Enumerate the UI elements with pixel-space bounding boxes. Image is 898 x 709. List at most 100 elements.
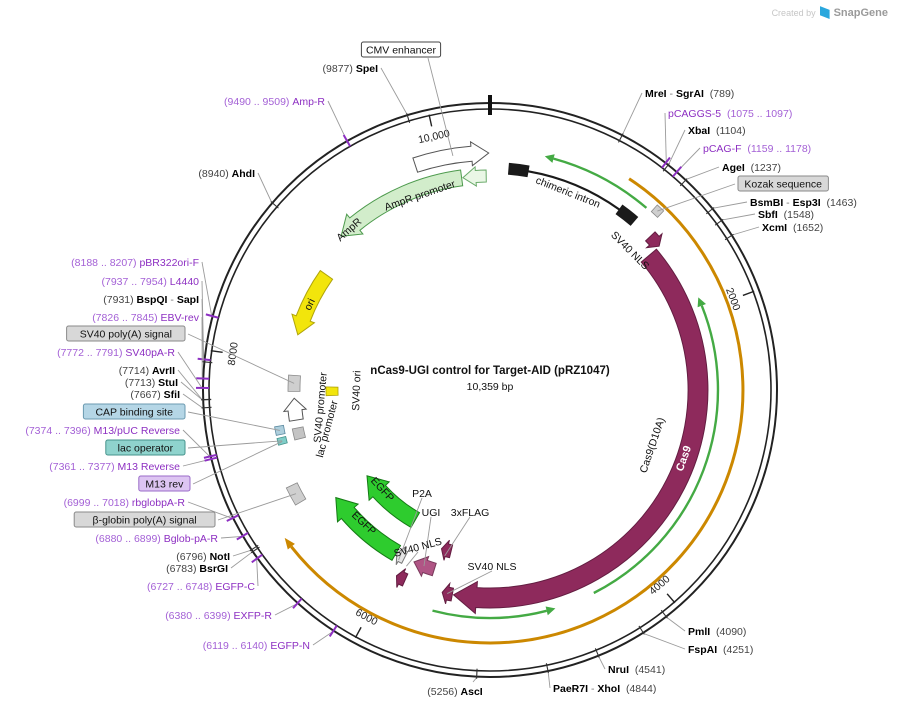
leader-bsrgi — [230, 551, 253, 569]
orf-frame-3[interactable] — [432, 609, 547, 620]
callout-bglob-pa-r[interactable]: (6880 .. 6899) Bglob-pA-R — [95, 533, 218, 545]
ori-arrow[interactable] — [291, 269, 334, 336]
callout-m13-rev[interactable]: M13 rev — [145, 479, 184, 491]
chimeric-intron-3box[interactable] — [615, 204, 639, 226]
callout-cap-binding-site[interactable]: CAP binding site — [95, 407, 173, 419]
leader-xbai — [668, 129, 686, 165]
callout-ebv-rev[interactable]: (7826 .. 7845) EBV-rev — [92, 312, 200, 324]
egfp-outer[interactable] — [335, 496, 402, 561]
callout-rbglobpa-r[interactable]: (6999 .. 7018) rbglobpA-R — [64, 497, 186, 509]
callout-pmli[interactable]: PmlI (4090) — [688, 626, 746, 638]
label-box-kozak-sequence[interactable] — [737, 175, 829, 192]
callout-sv40pa-r[interactable]: (7772 .. 7791) SV40pA-R — [57, 347, 175, 359]
label-box-lac-operator[interactable] — [105, 439, 186, 456]
leader-bglobin-polya-label — [217, 493, 297, 521]
leader-m13-puc-reverse — [182, 429, 211, 457]
callout-agei[interactable]: AgeI (1237) — [722, 162, 781, 174]
leader-m13-rev — [192, 441, 283, 485]
callout-nrui[interactable]: NruI (4541) — [608, 664, 665, 676]
orf-frame-2[interactable] — [593, 305, 720, 595]
sv40-polya-box[interactable] — [287, 374, 301, 392]
feature-label-sv40-ori-8[interactable]: SV40 ori — [350, 370, 363, 411]
cmv-enhancer-arrow[interactable] — [412, 140, 490, 173]
callout-noti[interactable]: (6796) NotI — [176, 551, 230, 563]
callout-asci[interactable]: (5256) AscI — [427, 686, 483, 698]
callout-pcag-f[interactable]: pCAG-F (1159 .. 1178) — [703, 143, 811, 155]
label-box-bglobin-polya-label[interactable] — [73, 511, 216, 528]
p2a[interactable] — [395, 546, 409, 566]
callout-avrii[interactable]: (7714) AvrII — [119, 365, 175, 377]
leader-nrui — [598, 656, 606, 670]
enzyme-site-bsmbi-esp3i — [705, 207, 715, 215]
primer-site-l4440 — [197, 357, 211, 362]
label-box-m13-rev[interactable] — [138, 475, 191, 492]
callout-fspai[interactable]: FspAI (4251) — [688, 644, 753, 656]
orf-frame-1[interactable] — [553, 157, 648, 209]
leader-sv40pa-r — [177, 351, 203, 389]
label-box-sv40-polya-label[interactable] — [66, 325, 186, 342]
chimeric-intron-line[interactable] — [528, 170, 620, 211]
callout-ahdi[interactable]: (8940) AhdI — [198, 168, 255, 180]
flag-3x[interactable] — [440, 539, 454, 561]
nls-b-label[interactable]: SV40 NLS — [467, 561, 516, 573]
enzyme-site-nrui — [594, 648, 600, 658]
nls-a-label[interactable]: SV40 NLS — [393, 536, 443, 560]
p2a-label[interactable]: P2A — [412, 488, 432, 500]
ampr[interactable] — [340, 169, 464, 237]
callout-bsmbi-esp3i[interactable]: BsmBI - Esp3I (1463) — [750, 197, 857, 209]
callout-xcmi[interactable]: XcmI (1652) — [762, 222, 823, 234]
callout-lac-operator[interactable]: lac operator — [118, 443, 174, 455]
ugi-label[interactable]: UGI — [422, 507, 441, 519]
callout-sv40-polya-label[interactable]: SV40 poly(A) signal — [80, 329, 172, 341]
sv40-promoter-arrow[interactable] — [282, 397, 308, 422]
callout-bspqi-sapi[interactable]: (7931) BspQI - SapI — [103, 294, 199, 306]
feature-label-sv40-nls-1[interactable]: SV40 NLS — [608, 229, 651, 272]
callout-m13-reverse[interactable]: (7361 .. 7377) M13 Reverse — [49, 461, 180, 473]
primer-site-egfp-c — [251, 553, 263, 564]
callout-sbfi[interactable]: SbfI (1548) — [758, 209, 814, 221]
callout-m13-puc-reverse[interactable]: (7374 .. 7396) M13/pUC Reverse — [25, 425, 180, 437]
callout-amp-r[interactable]: (9490 .. 9509) Amp-R — [224, 96, 325, 108]
cas9-d10a[interactable] — [452, 248, 709, 615]
callout-spei[interactable]: (9877) SpeI — [323, 63, 379, 75]
enzyme-site-mrei-sgrai — [617, 133, 624, 143]
callout-pbr322ori-f[interactable]: (8188 .. 8207) pBR322ori-F — [71, 257, 199, 269]
sv40-nls-3[interactable] — [395, 568, 409, 588]
callout-l4440[interactable]: (7937 .. 7954) L4440 — [102, 276, 200, 288]
flag-label[interactable]: 3xFLAG — [451, 507, 490, 519]
callout-bglobin-polya-label[interactable]: β-globin poly(A) signal — [93, 515, 197, 527]
leader-pbr322ori-f — [201, 261, 213, 317]
leader-exfp-r — [274, 603, 298, 616]
callout-stui[interactable]: (7713) StuI — [125, 377, 178, 389]
chimeric-intron-5box[interactable] — [507, 162, 530, 178]
callout-sfii[interactable]: (7667) SfiI — [130, 389, 180, 401]
leader-nls-a-label — [406, 551, 419, 567]
enzyme-site-spei — [406, 113, 411, 123]
callout-bsrgi[interactable]: (6783) BsrGI — [166, 563, 228, 575]
callout-mrei-sgrai[interactable]: MreI - SgrAI (789) — [645, 88, 734, 100]
callout-pcaggs-5[interactable]: pCAGGS-5 (1075 .. 1097) — [668, 108, 792, 120]
egfp-inner[interactable] — [366, 475, 421, 529]
ugi[interactable] — [413, 555, 437, 578]
callout-egfp-n[interactable]: (6119 .. 6140) EGFP-N — [203, 640, 310, 652]
long-orf-ring[interactable] — [290, 177, 745, 645]
leader-egfp-c — [256, 558, 259, 587]
leader-ugi-label — [423, 516, 432, 567]
sv40-ori-box[interactable] — [325, 386, 339, 397]
lac-promoter-site[interactable] — [291, 426, 306, 441]
primer-site-exfp-r — [292, 597, 303, 609]
ampr-promoter[interactable] — [462, 165, 487, 188]
callout-xbai[interactable]: XbaI (1104) — [688, 125, 746, 137]
feature-label-ori-6[interactable]: ori — [302, 297, 318, 313]
callout-egfp-c[interactable]: (6727 .. 6748) EGFP-C — [147, 581, 255, 593]
feature-label-cas9-d10a-3[interactable]: Cas9(D10A) — [638, 416, 668, 475]
enzyme-site-sbfi — [714, 218, 724, 226]
tick-2000 — [742, 290, 755, 297]
label-box-cmv-enhancer[interactable] — [360, 41, 442, 58]
callout-cmv-enhancer[interactable]: CMV enhancer — [366, 45, 437, 57]
callout-kozak-sequence[interactable]: Kozak sequence — [744, 179, 822, 191]
sv40-nls-1[interactable] — [644, 231, 663, 249]
callout-paer7i-xhoi[interactable]: PaeR7I - XhoI (4844) — [553, 683, 656, 695]
callout-exfp-r[interactable]: (6380 .. 6399) EXFP-R — [165, 610, 272, 622]
label-box-cap-binding-site[interactable] — [82, 403, 186, 420]
